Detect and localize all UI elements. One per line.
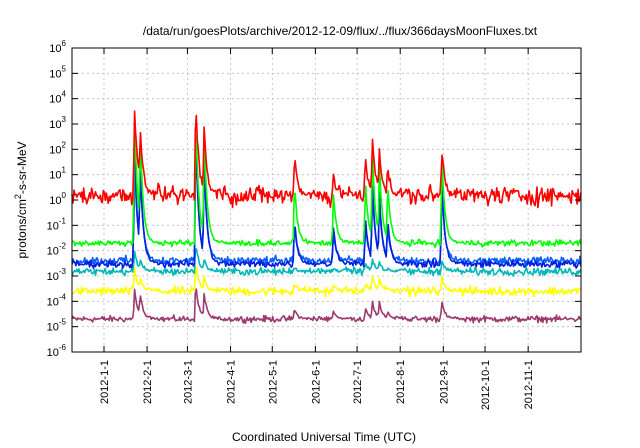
flux-series-line [71, 248, 582, 277]
y-axis-label-sup: 2 [13, 194, 23, 199]
y-tick-base: 10 [47, 296, 59, 308]
y-tick-exponent: -3 [59, 267, 67, 276]
y-tick-base: 10 [49, 119, 61, 131]
y-tick-label: 10-1 [47, 216, 67, 232]
y-tick-base: 10 [49, 68, 61, 80]
y-axis-ticks: 10-610-510-410-310-210-11001011021031041… [47, 39, 581, 359]
y-tick-label: 10-4 [47, 292, 67, 308]
flux-series-line [71, 288, 582, 325]
y-tick-base: 10 [49, 144, 61, 156]
y-tick-label: 103 [49, 115, 66, 131]
series-group [71, 110, 582, 325]
y-tick-label: 10-6 [47, 343, 67, 359]
x-tick-label: 2012-2-1 [142, 360, 154, 404]
y-tick-label: 104 [49, 90, 66, 106]
y-axis-label: protons/cm2-s-sr-MeV [13, 141, 29, 258]
y-tick-exponent: 2 [62, 140, 67, 149]
x-tick-label: 2012-8-1 [395, 360, 407, 404]
x-tick-label: 2012-5-1 [267, 360, 279, 404]
y-tick-base: 10 [47, 246, 59, 258]
y-tick-exponent: 0 [62, 191, 67, 200]
y-tick-exponent: 5 [62, 64, 67, 73]
y-tick-label: 102 [49, 140, 66, 156]
y-tick-base: 10 [47, 347, 59, 359]
y-tick-base: 10 [47, 220, 59, 232]
y-tick-exponent: -1 [59, 216, 67, 225]
y-axis-label-pre: protons/cm [15, 199, 29, 258]
y-tick-label: 106 [49, 39, 66, 55]
y-tick-base: 10 [47, 271, 59, 283]
x-tick-label: 2012-6-1 [310, 360, 322, 404]
y-tick-base: 10 [49, 43, 61, 55]
y-tick-exponent: 1 [62, 166, 67, 175]
x-tick-label: 2012-7-1 [352, 360, 364, 404]
x-tick-label: 2012-3-1 [182, 360, 194, 404]
x-tick-label: 2012-9-1 [438, 360, 450, 404]
y-tick-label: 100 [49, 191, 66, 207]
y-tick-label: 105 [49, 64, 66, 80]
x-axis-label: Coordinated Universal Time (UTC) [232, 430, 416, 444]
x-tick-label: 2012-4-1 [226, 360, 238, 404]
flux-series-line [71, 156, 582, 267]
y-tick-base: 10 [49, 94, 61, 106]
chart-title: /data/run/goesPlots/archive/2012-12-09/f… [143, 24, 538, 38]
y-axis-label-post: -s-sr-MeV [15, 141, 29, 194]
flux-series-line [71, 152, 582, 270]
y-tick-exponent: -2 [59, 242, 67, 251]
y-tick-label: 101 [49, 166, 66, 182]
x-axis-ticks: 2012-1-1 2012-2-1 2012-3-1 2012-4-1 2012-5-1… [99, 48, 535, 410]
y-tick-exponent: -6 [59, 343, 67, 352]
x-tick-label: 2012-1-1 [99, 360, 111, 404]
y-tick-exponent: -4 [59, 292, 67, 301]
y-tick-exponent: -5 [59, 318, 67, 327]
flux-series-line [71, 266, 582, 298]
y-tick-label: 10-3 [47, 267, 67, 283]
flux-series-line [71, 118, 582, 249]
x-tick-label: 2012-10-1 [480, 360, 492, 410]
y-tick-label: 10-2 [47, 242, 67, 258]
y-tick-base: 10 [49, 170, 61, 182]
y-tick-exponent: 6 [62, 39, 67, 48]
x-tick-label: 2012-11-1 [523, 360, 535, 409]
y-tick-exponent: 3 [62, 115, 67, 124]
y-tick-base: 10 [49, 195, 61, 207]
flux-series-line [71, 110, 582, 209]
y-tick-label: 10-5 [47, 318, 67, 334]
y-tick-base: 10 [47, 322, 59, 334]
y-tick-exponent: 4 [62, 90, 67, 99]
